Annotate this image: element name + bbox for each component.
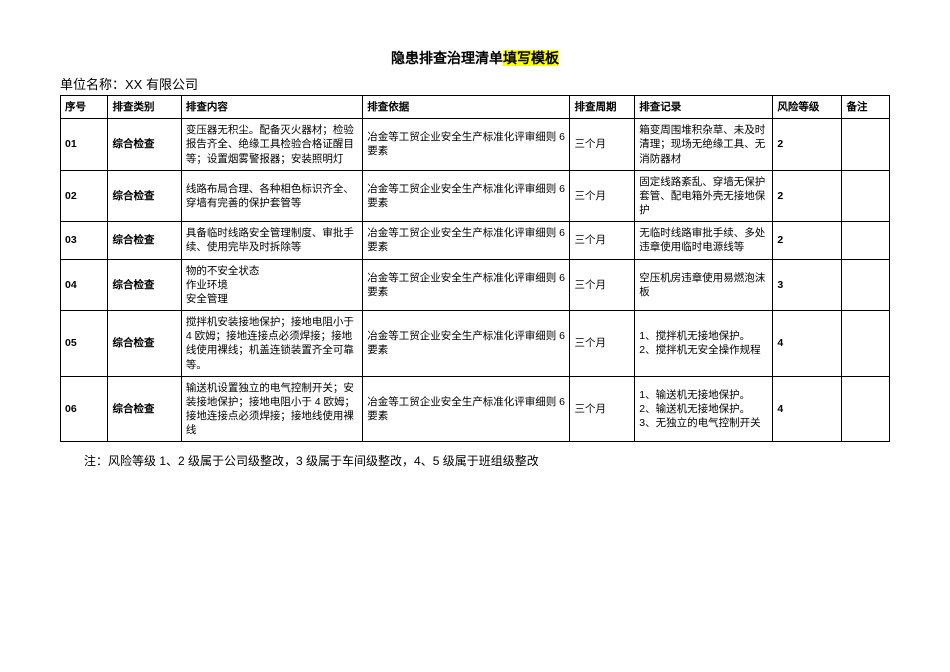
cell-cycle: 三个月 — [570, 376, 635, 442]
table-row: 03综合检查具备临时线路安全管理制度、审批手续、使用完毕及时拆除等冶金等工贸企业… — [61, 222, 890, 259]
cell-seq: 01 — [61, 119, 108, 171]
cell-risk: 4 — [773, 311, 842, 377]
cell-risk: 2 — [773, 170, 842, 222]
cell-cycle: 三个月 — [570, 170, 635, 222]
cell-seq: 04 — [61, 259, 108, 311]
col-cycle: 排查周期 — [570, 96, 635, 119]
cell-content: 线路布局合理、各种相色标识齐全、穿墙有完善的保护套管等 — [181, 170, 362, 222]
cell-note — [842, 259, 890, 311]
cell-record: 无临时线路审批手续、多处违章使用临时电源线等 — [635, 222, 773, 259]
cell-record: 1、输送机无接地保护。2、输送机无接地保护。3、无独立的电气控制开关 — [635, 376, 773, 442]
cell-record: 1、搅拌机无接地保护。2、搅拌机无安全操作规程 — [635, 311, 773, 377]
cell-cat: 综合检查 — [108, 170, 181, 222]
cell-note — [842, 119, 890, 171]
col-cat: 排查类别 — [108, 96, 181, 119]
col-cont: 排查内容 — [181, 96, 362, 119]
page-container: 隐患排查治理清单填写模板 单位名称：XX 有限公司 序号 排查类别 排查内容 排… — [0, 0, 950, 489]
cell-cycle: 三个月 — [570, 119, 635, 171]
cell-cycle: 三个月 — [570, 311, 635, 377]
cell-basis: 冶金等工贸企业安全生产标准化评审细则 6 要素 — [363, 119, 570, 171]
table-row: 01综合检查变压器无积尘。配备灭火器材；检验报告齐全、绝缘工具检验合格证醒目等；… — [61, 119, 890, 171]
col-rec: 排查记录 — [635, 96, 773, 119]
page-title: 隐患排查治理清单填写模板 — [60, 48, 890, 68]
checklist-table: 序号 排查类别 排查内容 排查依据 排查周期 排查记录 风险等级 备注 01综合… — [60, 95, 890, 442]
cell-record: 空压机房违章使用易燃泡沫板 — [635, 259, 773, 311]
cell-seq: 03 — [61, 222, 108, 259]
cell-risk: 3 — [773, 259, 842, 311]
col-basis: 排查依据 — [363, 96, 570, 119]
cell-cat: 综合检查 — [108, 311, 181, 377]
footnote: 注：风险等级 1、2 级属于公司级整改，3 级属于车间级整改，4、5 级属于班组… — [60, 452, 890, 469]
cell-cat: 综合检查 — [108, 222, 181, 259]
cell-cycle: 三个月 — [570, 259, 635, 311]
cell-content: 具备临时线路安全管理制度、审批手续、使用完毕及时拆除等 — [181, 222, 362, 259]
cell-basis: 冶金等工贸企业安全生产标准化评审细则 6 要素 — [363, 376, 570, 442]
title-highlight: 填写模板 — [503, 50, 559, 66]
cell-risk: 4 — [773, 376, 842, 442]
cell-basis: 冶金等工贸企业安全生产标准化评审细则 6 要素 — [363, 259, 570, 311]
col-seq: 序号 — [61, 96, 108, 119]
table-row: 04综合检查物的不安全状态作业环境安全管理冶金等工贸企业安全生产标准化评审细则 … — [61, 259, 890, 311]
table-row: 06综合检查输送机设置独立的电气控制开关；安装接地保护；接地电阻小于 4 欧姆；… — [61, 376, 890, 442]
cell-note — [842, 311, 890, 377]
cell-basis: 冶金等工贸企业安全生产标准化评审细则 6 要素 — [363, 311, 570, 377]
cell-basis: 冶金等工贸企业安全生产标准化评审细则 6 要素 — [363, 222, 570, 259]
cell-seq: 05 — [61, 311, 108, 377]
cell-risk: 2 — [773, 222, 842, 259]
cell-cat: 综合检查 — [108, 376, 181, 442]
cell-basis: 冶金等工贸企业安全生产标准化评审细则 6 要素 — [363, 170, 570, 222]
cell-seq: 02 — [61, 170, 108, 222]
cell-record: 箱变周围堆积杂草、未及时清理；现场无绝缘工具、无消防器材 — [635, 119, 773, 171]
table-row: 05综合检查搅拌机安装接地保护；接地电阻小于 4 欧姆；接地连接点必须焊接；接地… — [61, 311, 890, 377]
title-prefix: 隐患排查治理清单 — [391, 50, 503, 66]
cell-content: 变压器无积尘。配备灭火器材；检验报告齐全、绝缘工具检验合格证醒目等；设置烟雾警报… — [181, 119, 362, 171]
cell-cat: 综合检查 — [108, 119, 181, 171]
cell-cat: 综合检查 — [108, 259, 181, 311]
table-row: 02综合检查线路布局合理、各种相色标识齐全、穿墙有完善的保护套管等冶金等工贸企业… — [61, 170, 890, 222]
cell-risk: 2 — [773, 119, 842, 171]
cell-content: 输送机设置独立的电气控制开关；安装接地保护；接地电阻小于 4 欧姆；接地连接点必… — [181, 376, 362, 442]
cell-note — [842, 170, 890, 222]
cell-note — [842, 222, 890, 259]
cell-content: 搅拌机安装接地保护；接地电阻小于 4 欧姆；接地连接点必须焊接；接地线使用裸线；… — [181, 311, 362, 377]
table-header-row: 序号 排查类别 排查内容 排查依据 排查周期 排查记录 风险等级 备注 — [61, 96, 890, 119]
col-risk: 风险等级 — [773, 96, 842, 119]
cell-note — [842, 376, 890, 442]
cell-record: 固定线路紊乱、穿墙无保护套管、配电箱外壳无接地保护 — [635, 170, 773, 222]
cell-cycle: 三个月 — [570, 222, 635, 259]
cell-seq: 06 — [61, 376, 108, 442]
cell-content: 物的不安全状态作业环境安全管理 — [181, 259, 362, 311]
company-label: 单位名称：XX 有限公司 — [60, 74, 890, 93]
col-note: 备注 — [842, 96, 890, 119]
table-body: 01综合检查变压器无积尘。配备灭火器材；检验报告齐全、绝缘工具检验合格证醒目等；… — [61, 119, 890, 442]
